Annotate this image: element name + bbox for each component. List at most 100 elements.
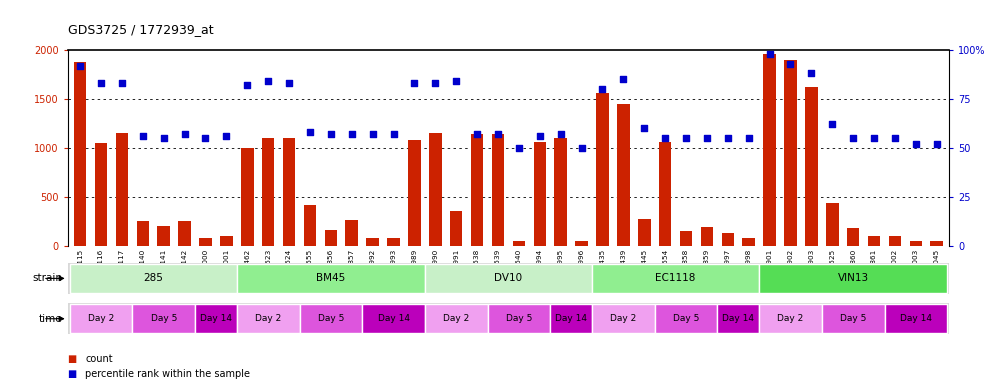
Point [678, 135, 694, 141]
Point [803, 70, 819, 76]
Bar [325, 230, 337, 246]
Text: Day 2: Day 2 [87, 314, 114, 323]
Bar [551, 304, 592, 333]
Bar [701, 227, 713, 246]
Text: time: time [39, 314, 63, 324]
Point [114, 80, 130, 86]
Text: Day 14: Day 14 [200, 314, 232, 323]
Bar [424, 264, 592, 293]
Point [240, 82, 255, 88]
Point [448, 78, 464, 84]
Bar [513, 241, 525, 246]
Point [469, 131, 485, 137]
Bar [680, 230, 692, 246]
Text: percentile rank within the sample: percentile rank within the sample [85, 369, 250, 379]
Point [177, 131, 193, 137]
Point [302, 129, 318, 135]
Point [156, 135, 172, 141]
Point [615, 76, 631, 83]
Bar [424, 304, 487, 333]
Text: count: count [85, 354, 113, 364]
Bar [847, 228, 860, 246]
Point [344, 131, 360, 137]
Bar [299, 304, 362, 333]
Bar [471, 134, 483, 246]
Point [574, 145, 589, 151]
Bar [346, 220, 358, 246]
Point [657, 135, 673, 141]
Bar [487, 304, 551, 333]
Bar [592, 264, 759, 293]
Point [908, 141, 923, 147]
Text: Day 5: Day 5 [506, 314, 532, 323]
Point [386, 131, 402, 137]
Point [553, 131, 569, 137]
Bar [592, 304, 655, 333]
Point [135, 133, 151, 139]
Bar [596, 93, 608, 246]
Bar [178, 221, 191, 246]
Bar [492, 134, 504, 246]
Point [636, 125, 652, 131]
Point [720, 135, 736, 141]
Bar [930, 241, 943, 246]
Bar [659, 142, 671, 246]
Text: Day 14: Day 14 [378, 314, 410, 323]
Point [323, 131, 339, 137]
Bar [409, 140, 420, 246]
Text: Day 5: Day 5 [673, 314, 699, 323]
Point [699, 135, 715, 141]
Text: Day 2: Day 2 [777, 314, 803, 323]
Text: Day 2: Day 2 [443, 314, 469, 323]
Text: GDS3725 / 1772939_at: GDS3725 / 1772939_at [68, 23, 214, 36]
Bar [132, 304, 195, 333]
Bar [868, 236, 881, 246]
Text: Day 14: Day 14 [900, 314, 931, 323]
Point [532, 133, 548, 139]
Text: 285: 285 [143, 273, 163, 283]
Point [427, 80, 443, 86]
Point [741, 135, 756, 141]
Bar [784, 60, 797, 246]
Bar [241, 148, 253, 246]
Text: strain: strain [33, 273, 63, 283]
Bar [94, 143, 107, 246]
Bar [70, 304, 132, 333]
Point [365, 131, 381, 137]
Text: BM45: BM45 [316, 273, 346, 283]
Bar [450, 210, 462, 246]
Text: DV10: DV10 [494, 273, 523, 283]
Bar [367, 238, 379, 246]
Bar [70, 264, 237, 293]
Bar [763, 54, 776, 246]
Text: ■: ■ [68, 354, 77, 364]
Bar [722, 233, 735, 246]
Bar [261, 138, 274, 246]
Text: EC1118: EC1118 [655, 273, 696, 283]
Bar [136, 221, 149, 246]
Point [281, 80, 297, 86]
Bar [388, 238, 400, 246]
Bar [282, 138, 295, 246]
Point [782, 61, 798, 67]
Point [928, 141, 944, 147]
Bar [718, 304, 759, 333]
Bar [304, 205, 316, 246]
Bar [576, 241, 587, 246]
Bar [805, 87, 818, 246]
Text: VIN13: VIN13 [838, 273, 869, 283]
Bar [362, 304, 424, 333]
Point [260, 78, 276, 84]
Bar [199, 238, 212, 246]
Bar [655, 304, 718, 333]
Bar [429, 133, 441, 246]
Point [219, 133, 235, 139]
Text: Day 5: Day 5 [318, 314, 344, 323]
Point [490, 131, 506, 137]
Bar [822, 304, 885, 333]
Bar [237, 304, 299, 333]
Point [93, 80, 109, 86]
Bar [534, 142, 546, 246]
Point [866, 135, 882, 141]
Bar [638, 219, 650, 246]
